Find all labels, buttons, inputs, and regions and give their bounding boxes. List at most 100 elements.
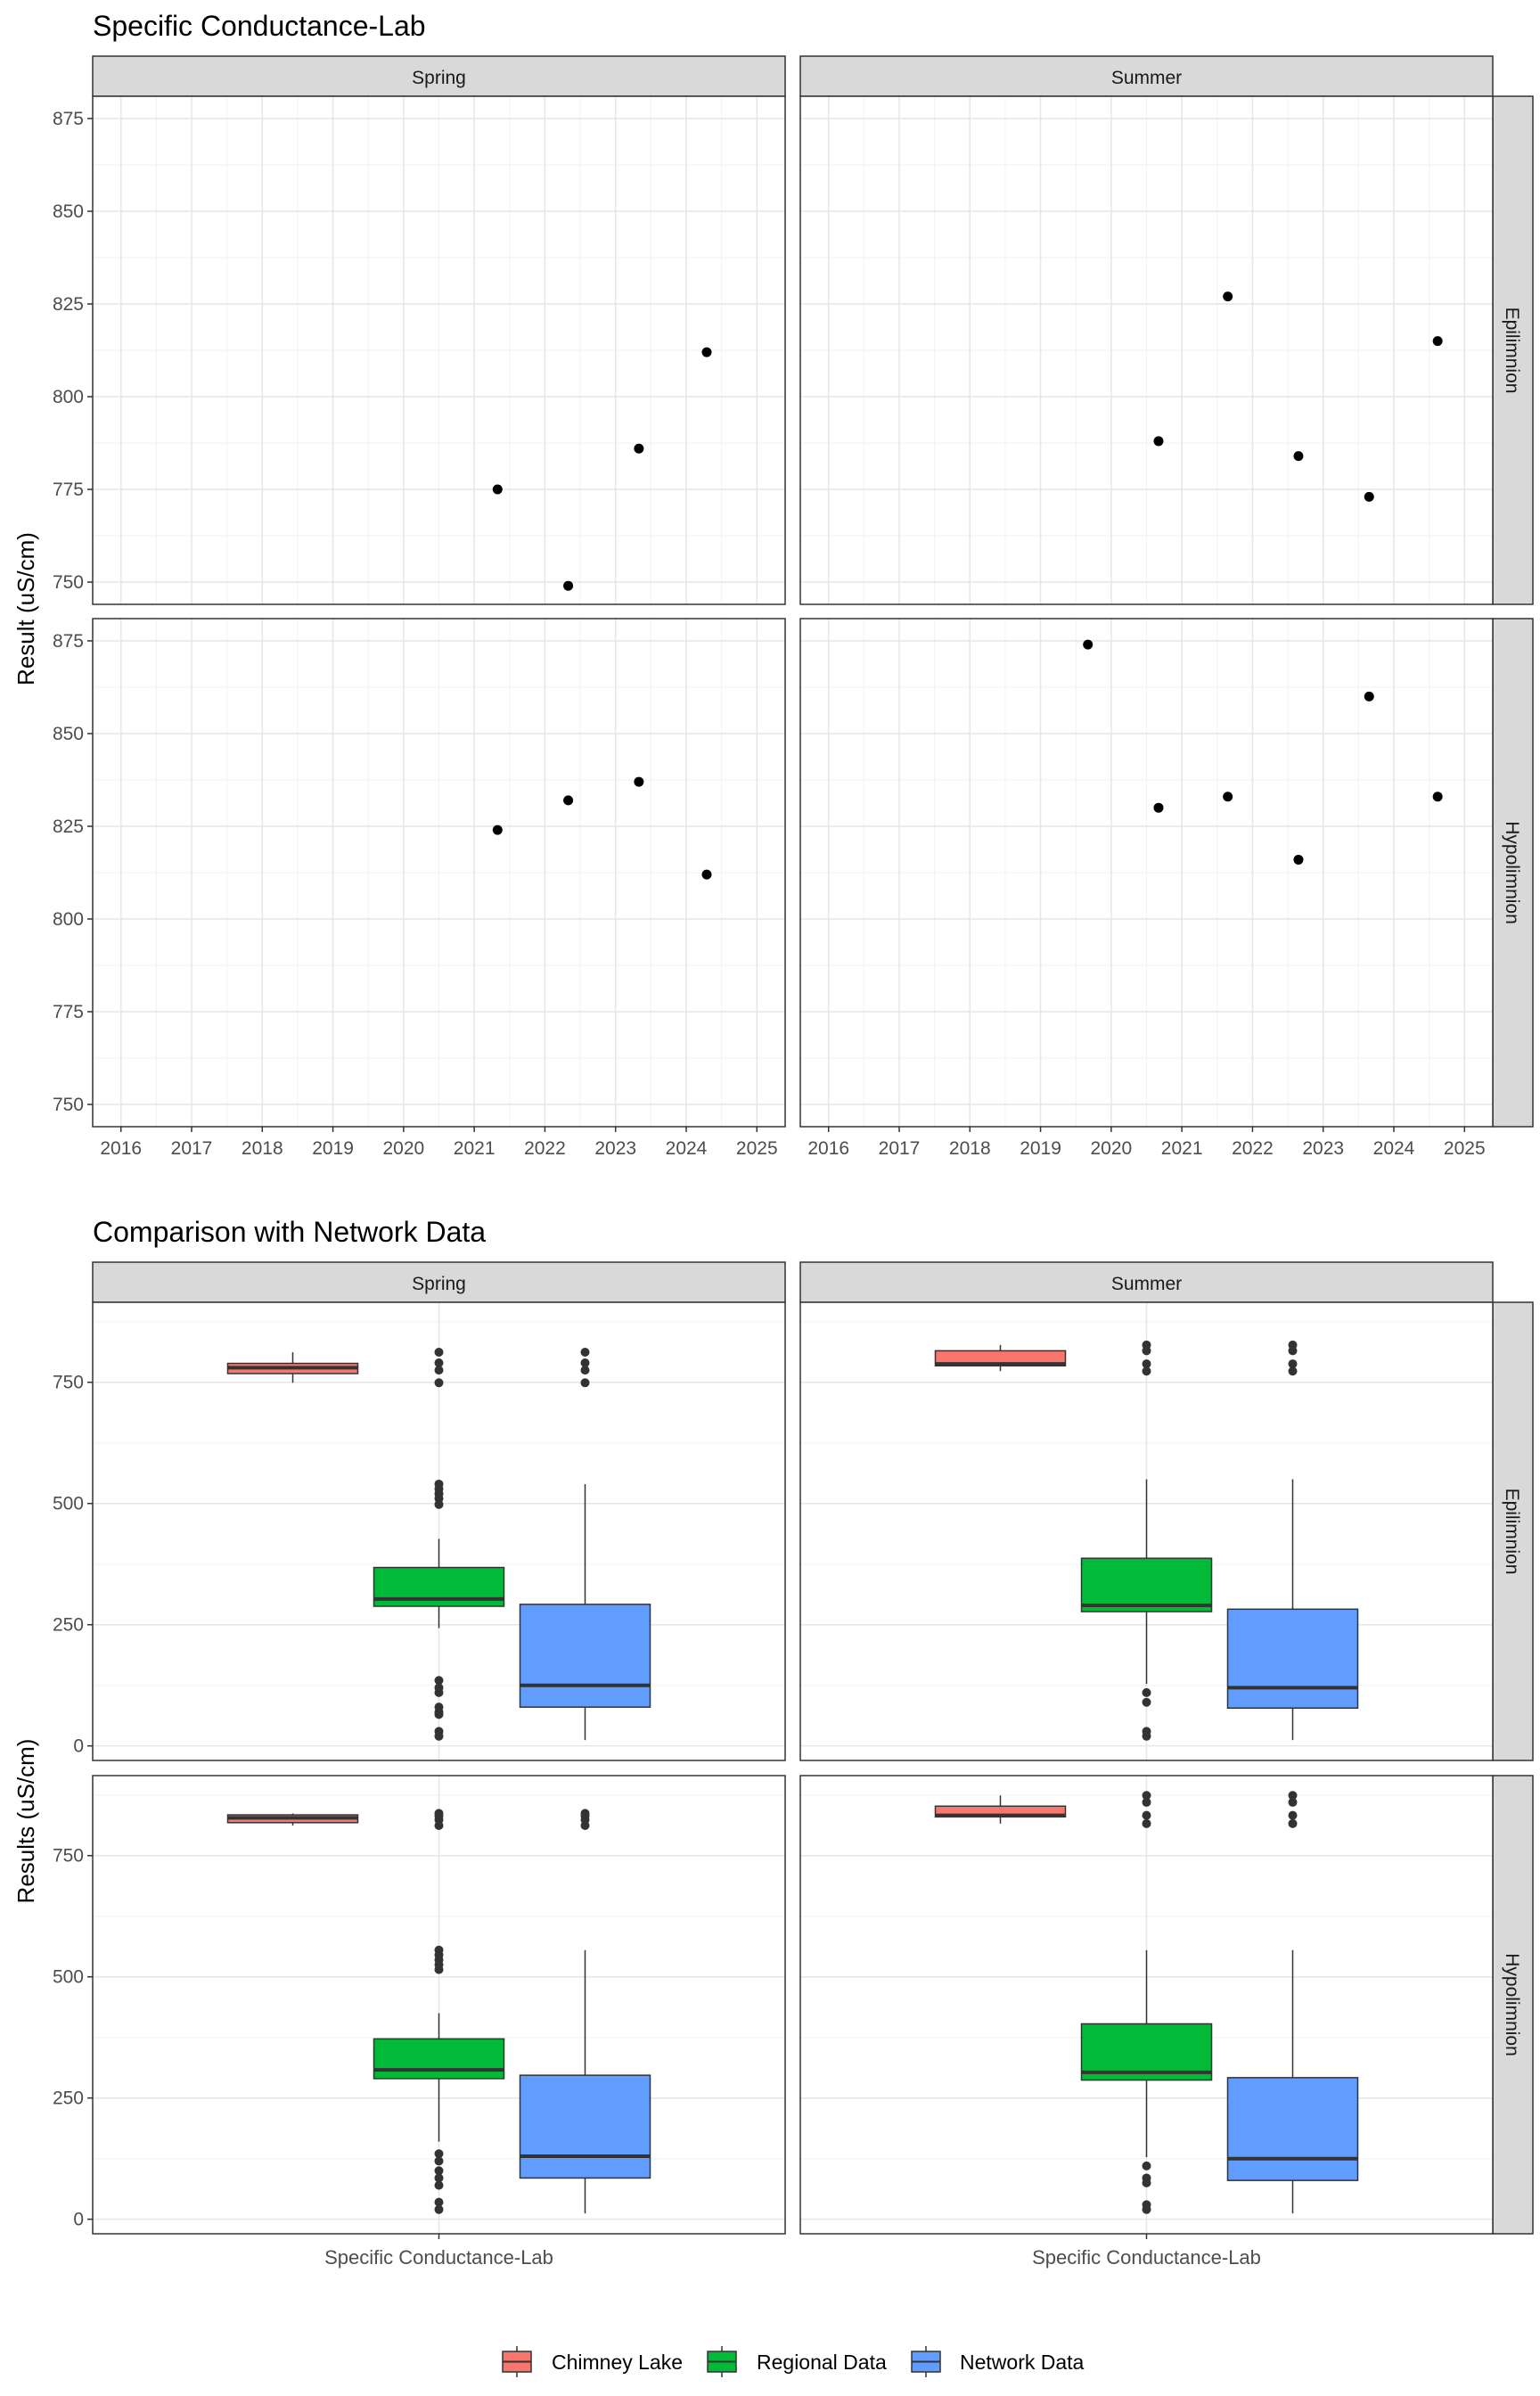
box-network-data: [519, 1809, 651, 2214]
y-tick-label: 775: [53, 480, 84, 500]
data-point: [492, 825, 503, 835]
data-point: [1153, 802, 1164, 813]
y-tick-label: 250: [53, 2088, 84, 2109]
outlier-point: [1142, 1731, 1151, 1741]
box-network-data: [1226, 1791, 1359, 2214]
outlier-point: [1142, 1797, 1151, 1807]
box-regional-data: [373, 1348, 505, 1741]
panel-border: [92, 1301, 786, 1761]
outlier-point: [1142, 1791, 1151, 1801]
y-tick-label: 0: [73, 1736, 84, 1757]
box-regional-data: [1080, 1340, 1213, 1741]
strip-label: Hypolimnion: [1502, 821, 1522, 924]
outlier-point: [1288, 1810, 1298, 1820]
x-tick-label: 2025: [736, 1138, 778, 1159]
outlier-point: [434, 1965, 444, 1974]
y-tick-label: 750: [53, 1373, 84, 1393]
legend-item-network-data: Network Data: [911, 2346, 1085, 2377]
outlier-point: [434, 1378, 444, 1388]
chart1-column-strip-summer: Summer: [799, 55, 1494, 97]
box: [1226, 2077, 1359, 2181]
outlier-point: [1288, 1818, 1298, 1828]
panel-summer-hypolimnion: [799, 1775, 1494, 2235]
x-tick-label: Specific Conductance-Lab: [1032, 2246, 1261, 2269]
panel-spring-hypolimnion: [92, 1775, 786, 2235]
outlier-point: [434, 2204, 444, 2214]
x-tick-label: 2022: [1232, 1138, 1274, 1159]
panel-border: [799, 95, 1494, 605]
legend-item-chimney-lake: Chimney Lake: [502, 2346, 683, 2377]
x-tick-label: 2019: [1020, 1138, 1061, 1159]
outlier-point: [1142, 2178, 1151, 2187]
x-tick-label: 2021: [454, 1138, 496, 1159]
data-point: [563, 795, 574, 806]
legend-label: Chimney Lake: [552, 2351, 683, 2374]
outlier-point: [1142, 1810, 1151, 1820]
outlier-point: [434, 1821, 444, 1831]
x-tick-label: 2024: [666, 1138, 708, 1159]
y-tick-label: 800: [53, 909, 84, 930]
outlier-point: [1142, 2161, 1151, 2170]
outlier-point: [580, 1348, 590, 1358]
y-tick-label: 750: [53, 1095, 84, 1115]
outlier-point: [434, 1358, 444, 1367]
outlier-point: [434, 1366, 444, 1375]
x-tick-label: 2016: [807, 1138, 849, 1159]
outlier-point: [1142, 2204, 1151, 2214]
chart2-axes: Specific Conductance-Lab Specific Conduc…: [53, 1373, 1261, 2269]
x-tick-label: 2025: [1444, 1138, 1486, 1159]
y-tick-label: 825: [53, 294, 84, 315]
outlier-point: [1142, 1366, 1151, 1376]
outlier-point: [434, 2156, 444, 2166]
outlier-point: [1288, 1797, 1298, 1807]
outlier-point: [1142, 1346, 1151, 1356]
chart1-title: Specific Conductance-Lab: [93, 10, 426, 42]
box-chimney-lake: [226, 1352, 359, 1383]
box-chimney-lake: [934, 1795, 1067, 1824]
panel-spring-hypolimnion: [92, 618, 786, 1128]
x-tick-label: 2023: [1302, 1138, 1344, 1159]
data-point: [1364, 491, 1374, 502]
outlier-point: [580, 1378, 590, 1388]
y-tick-label: 800: [53, 387, 84, 407]
strip-label: Hypolimnion: [1502, 1953, 1522, 2056]
chart1-row-strip-hypolimnion: Hypolimnion: [1492, 618, 1534, 1128]
data-point: [492, 484, 503, 495]
data-point: [1432, 792, 1443, 802]
panel-summer-hypolimnion: [799, 618, 1494, 1128]
scatter-chart: Specific Conductance-Lab Result (uS/cm) …: [12, 10, 1534, 1159]
chart1-row-strip-epilimnion: Epilimnion: [1492, 95, 1534, 605]
data-point: [701, 347, 712, 357]
legend-label: Regional Data: [757, 2351, 887, 2374]
panel-summer-epilimnion: [799, 95, 1494, 605]
x-tick-label: 2017: [171, 1138, 213, 1159]
y-tick-label: 775: [53, 1002, 84, 1022]
chart2-title: Comparison with Network Data: [93, 1216, 486, 1248]
outlier-point: [434, 1348, 444, 1358]
data-point: [1153, 436, 1164, 447]
outlier-point: [434, 2173, 444, 2183]
data-point: [1432, 336, 1443, 347]
outlier-point: [434, 1710, 444, 1719]
x-tick-label: 2021: [1161, 1138, 1203, 1159]
outlier-point: [1288, 1791, 1298, 1801]
data-point: [701, 869, 712, 880]
x-tick-label: Specific Conductance-Lab: [324, 2246, 553, 2269]
y-tick-label: 750: [53, 572, 84, 593]
data-point: [1293, 854, 1304, 865]
strip-label: Epilimnion: [1502, 1489, 1522, 1575]
x-tick-label: 2024: [1373, 1138, 1415, 1159]
data-point: [1223, 792, 1233, 802]
outlier-point: [580, 1358, 590, 1367]
panel-spring-epilimnion: [92, 95, 786, 605]
strip-label: Summer: [1111, 68, 1182, 88]
box-network-data: [1226, 1340, 1359, 1741]
box-regional-data: [1080, 1791, 1213, 2214]
box: [934, 1350, 1067, 1367]
box: [373, 2038, 505, 2080]
panel-spring-epilimnion: [92, 1301, 786, 1761]
box-regional-data: [373, 1809, 505, 2214]
outlier-point: [434, 1676, 444, 1686]
chart1-y-axis-label: Result (uS/cm): [12, 532, 39, 685]
